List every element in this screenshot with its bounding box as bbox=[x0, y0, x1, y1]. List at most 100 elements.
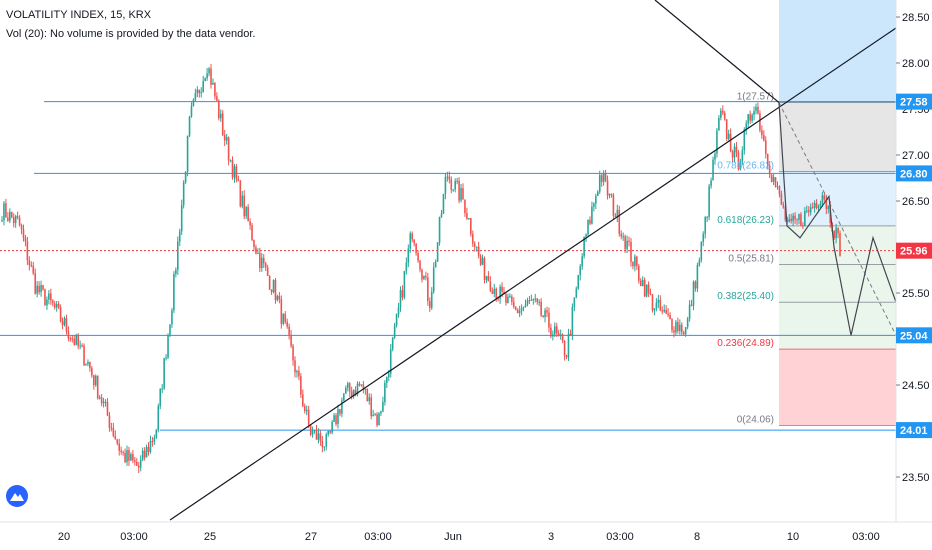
candle-body bbox=[264, 263, 267, 268]
candle-body bbox=[247, 206, 249, 222]
candle-body bbox=[569, 333, 572, 336]
candle-body bbox=[44, 289, 46, 306]
candle-body bbox=[235, 166, 238, 180]
candle-body bbox=[145, 446, 148, 458]
candle-body bbox=[218, 100, 220, 119]
candle-body bbox=[134, 460, 136, 462]
target-zone bbox=[779, 0, 896, 103]
candle-body bbox=[356, 383, 359, 395]
candle-body bbox=[618, 209, 621, 234]
candle-body bbox=[501, 286, 503, 292]
candle-body bbox=[298, 370, 300, 377]
candle-body bbox=[40, 285, 42, 293]
candle-body bbox=[18, 217, 21, 225]
candle-body bbox=[122, 451, 124, 453]
candle-body bbox=[718, 117, 720, 131]
level-price-tag bbox=[896, 165, 932, 182]
candle-body bbox=[759, 113, 761, 131]
candle-body bbox=[149, 440, 152, 452]
candle-body bbox=[177, 241, 179, 270]
candle-body bbox=[487, 276, 490, 282]
candle-body bbox=[778, 186, 781, 195]
candle-body bbox=[544, 310, 546, 318]
candle-body bbox=[790, 218, 792, 222]
candle-body bbox=[315, 430, 318, 440]
candle-body bbox=[821, 195, 824, 204]
candle-body bbox=[108, 415, 111, 428]
candle-body bbox=[833, 230, 835, 239]
candle-body bbox=[585, 234, 587, 237]
candle-body bbox=[636, 256, 638, 266]
candle-body bbox=[7, 217, 9, 221]
candle-body bbox=[65, 318, 68, 332]
candle-body bbox=[96, 375, 99, 399]
candle-body bbox=[151, 440, 154, 442]
candle-body bbox=[731, 151, 734, 158]
candle-body bbox=[571, 307, 574, 336]
y-tick-label: 26.50 bbox=[902, 196, 930, 208]
candle-body bbox=[241, 195, 244, 207]
candles bbox=[1, 63, 841, 474]
candle-body bbox=[608, 193, 611, 196]
candle-body bbox=[403, 270, 406, 298]
candle-body bbox=[460, 188, 462, 201]
candle-body bbox=[139, 459, 142, 468]
projection-path bbox=[778, 102, 897, 336]
candle-body bbox=[430, 291, 433, 308]
candle-body bbox=[475, 246, 478, 248]
candle-body bbox=[46, 299, 48, 306]
candle-body bbox=[448, 176, 451, 180]
candle-body bbox=[135, 461, 138, 466]
candle-body bbox=[26, 241, 29, 261]
candle-body bbox=[436, 242, 439, 262]
candle-body bbox=[48, 293, 50, 300]
candle-body bbox=[485, 276, 488, 280]
candle-body bbox=[30, 265, 33, 267]
candle-body bbox=[87, 361, 89, 365]
x-tick-label: 8 bbox=[694, 531, 700, 543]
candle-body bbox=[251, 225, 253, 240]
candle-body bbox=[598, 175, 601, 192]
candle-body bbox=[59, 307, 62, 322]
candle-body bbox=[313, 430, 316, 432]
candle-body bbox=[800, 214, 802, 226]
candle-body bbox=[743, 129, 746, 151]
candle-body bbox=[63, 318, 66, 326]
candle-body bbox=[374, 414, 376, 416]
candle-body bbox=[649, 293, 652, 295]
candle-body bbox=[243, 195, 246, 217]
candle-body bbox=[38, 285, 40, 293]
candle-body bbox=[348, 383, 351, 392]
candle-body bbox=[520, 307, 523, 311]
candle-body bbox=[725, 119, 728, 139]
candle-body bbox=[405, 262, 408, 271]
candle-body bbox=[575, 288, 578, 298]
candle-body bbox=[680, 324, 683, 333]
candle-body bbox=[22, 229, 25, 238]
candle-body bbox=[352, 390, 355, 397]
candle-body bbox=[282, 314, 285, 324]
candle-body bbox=[692, 281, 695, 306]
candle-body bbox=[721, 110, 724, 113]
candle-body bbox=[368, 397, 371, 401]
trendlines bbox=[169, 0, 897, 521]
tradingview-logo-icon[interactable] bbox=[6, 485, 28, 507]
candle-body bbox=[452, 189, 455, 191]
candle-body bbox=[428, 301, 431, 308]
candle-body bbox=[837, 227, 839, 234]
dashed-trendline bbox=[778, 102, 897, 336]
candle-body bbox=[622, 236, 624, 238]
candle-body bbox=[524, 304, 527, 307]
candle-body bbox=[561, 334, 564, 341]
candle-body bbox=[673, 330, 675, 333]
candle-body bbox=[288, 326, 290, 335]
candle-body bbox=[499, 286, 501, 299]
candle-body bbox=[130, 454, 132, 461]
candle-body bbox=[423, 275, 425, 280]
level-price-label: 27.58 bbox=[900, 97, 928, 109]
fib-zone-3 bbox=[779, 225, 896, 350]
candle-body bbox=[669, 314, 671, 320]
y-tick-label: 23.50 bbox=[902, 472, 930, 484]
candle-body bbox=[825, 199, 828, 209]
